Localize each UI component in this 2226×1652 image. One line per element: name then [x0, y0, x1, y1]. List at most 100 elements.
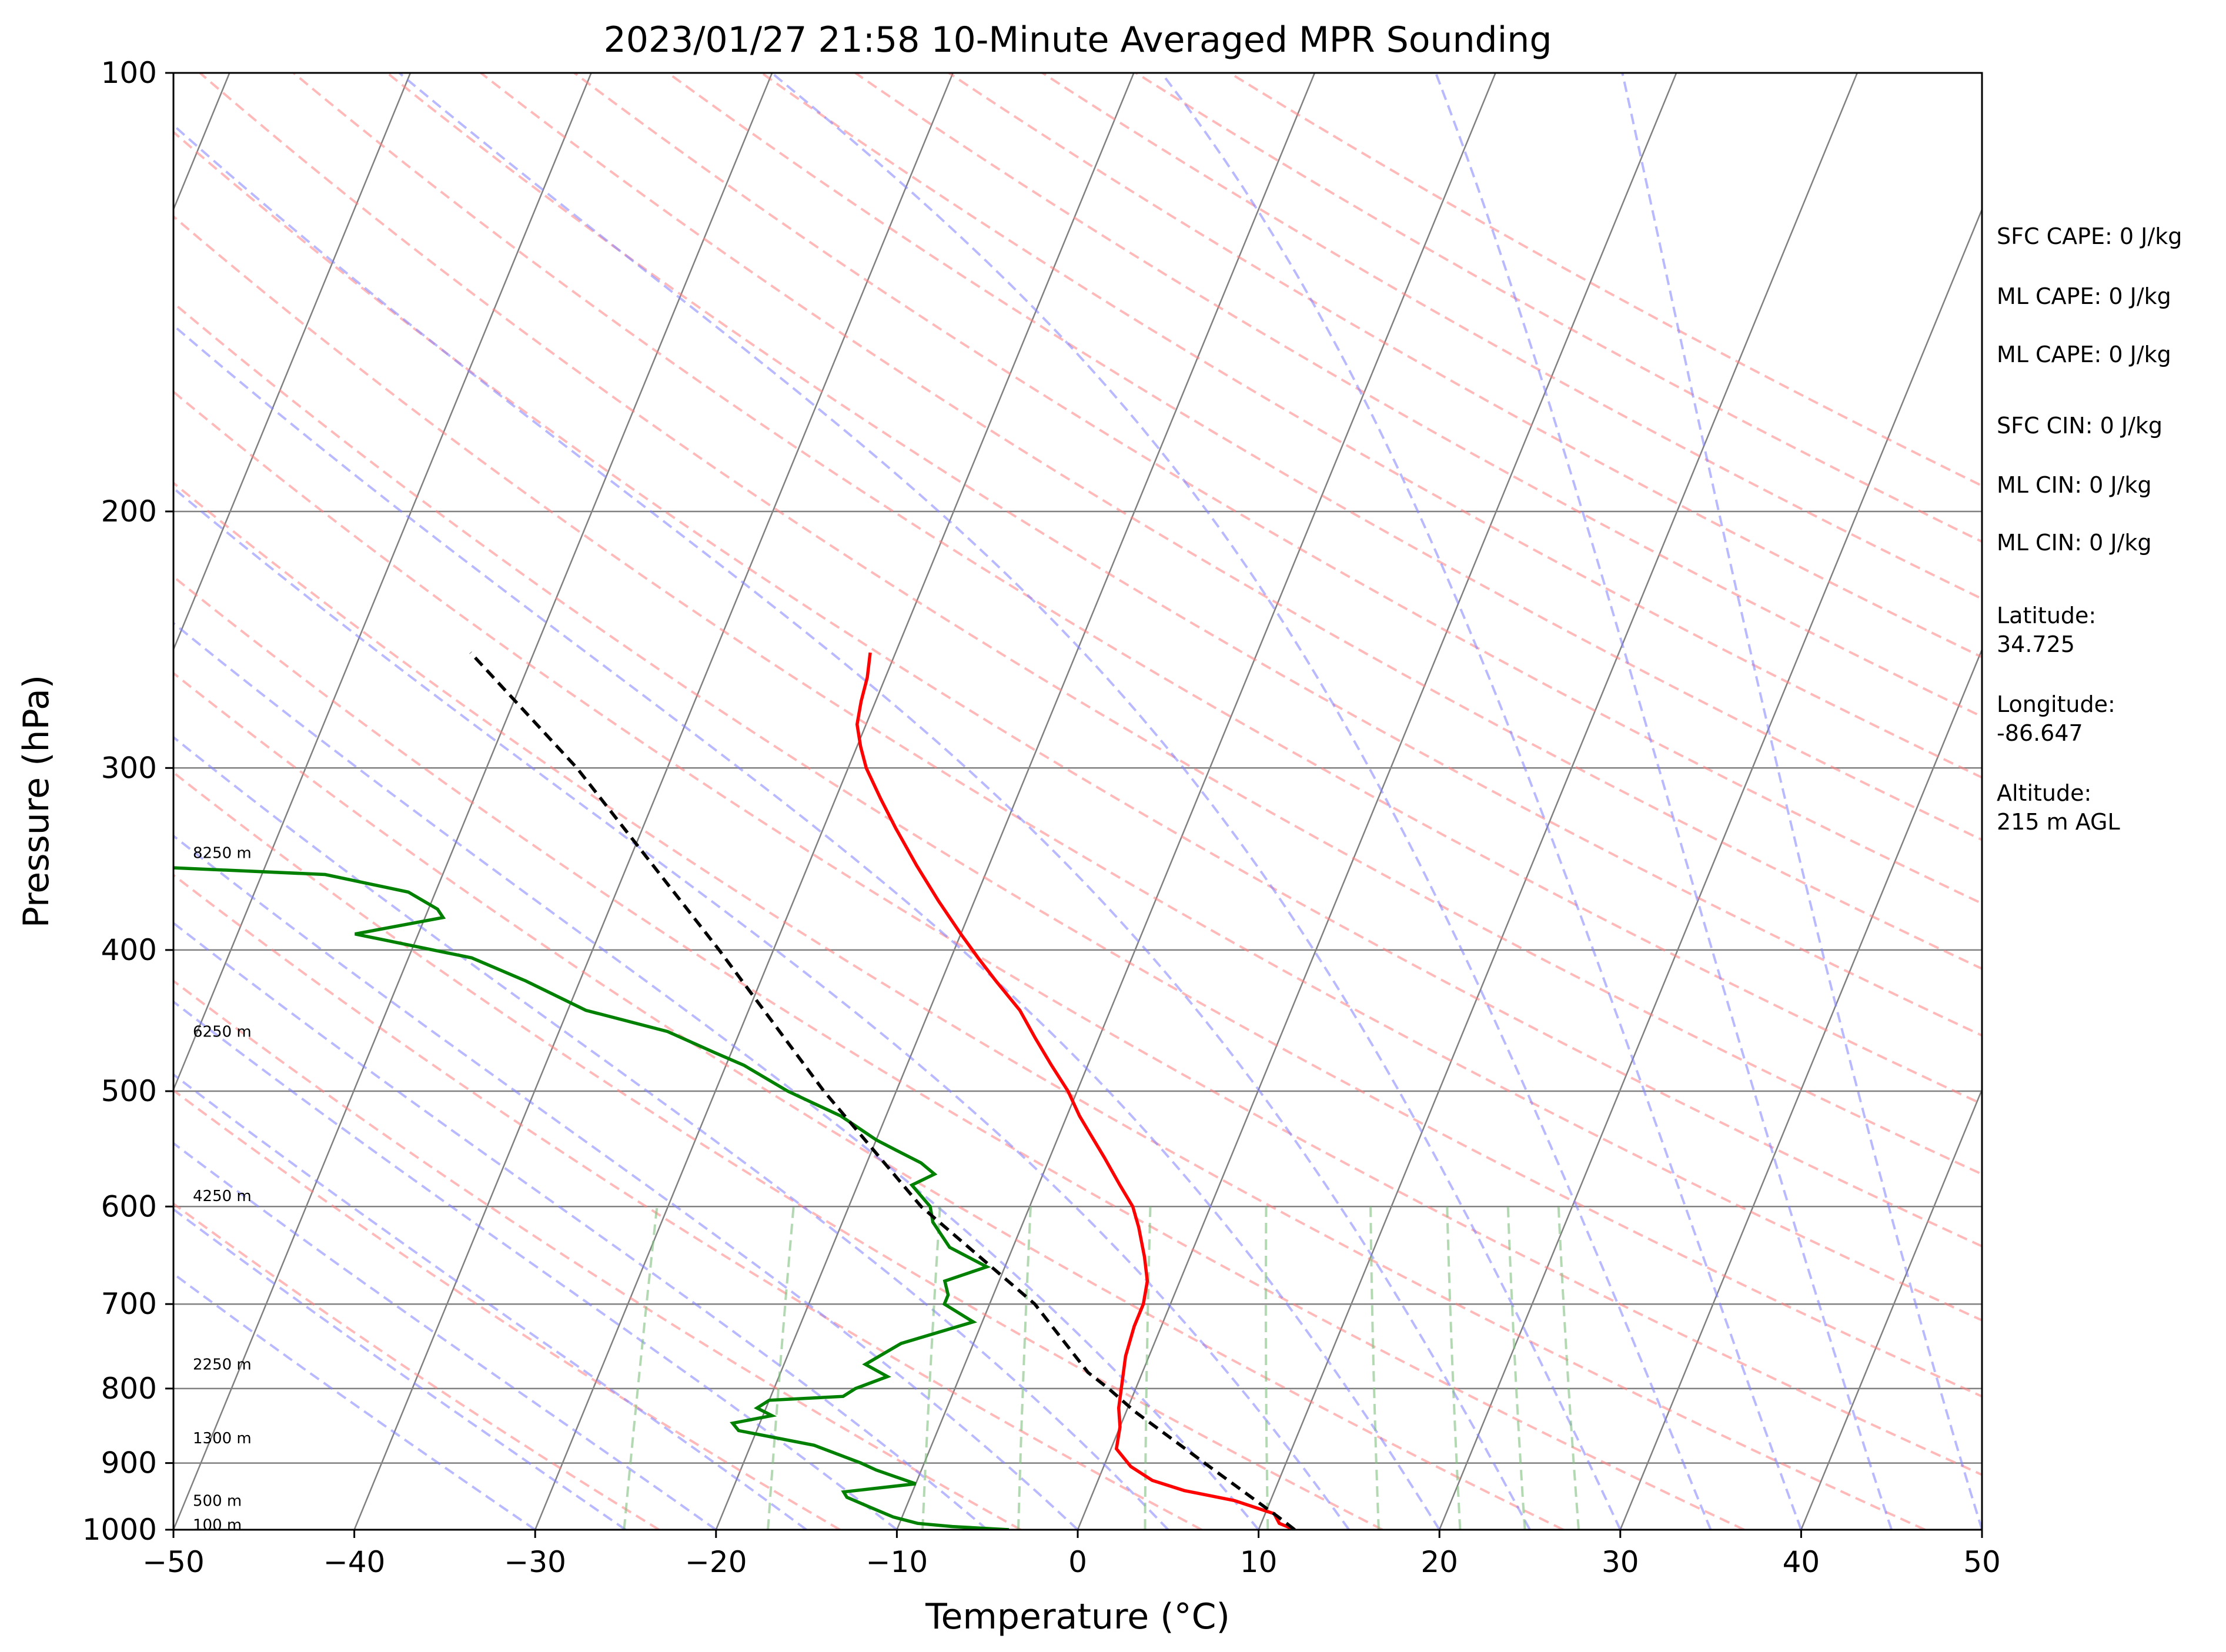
- mixing-ratio-line: [1369, 1206, 1380, 1530]
- mixing-ratio-line: [767, 1206, 795, 1530]
- data-lines: [173, 651, 1296, 1530]
- x-tick-label: −50: [142, 1545, 205, 1579]
- moist-adiabat-line: [173, 834, 1079, 1530]
- y-tick-label: 100: [101, 56, 157, 90]
- mixing-ratio-line: [1557, 1206, 1580, 1530]
- moist-adiabat-line: [173, 486, 1351, 1530]
- sfc-cin-text: SFC CIN: 0 J/kg: [1997, 413, 2163, 439]
- dry-adiabat-line: [173, 390, 1982, 1476]
- moist-adiabat-line: [173, 1000, 898, 1530]
- latitude-value: 34.725: [1997, 631, 2075, 657]
- altitude-value: 215 m AGL: [1997, 809, 2120, 835]
- mixing-ratio-line: [1017, 1206, 1032, 1530]
- moist-adiabat-line: [173, 123, 1531, 1530]
- isotherm-line: [1439, 207, 1982, 1530]
- moist-adiabat-line: [173, 921, 988, 1530]
- isotherm-line: [173, 73, 412, 652]
- y-tick-label: 1000: [82, 1513, 157, 1547]
- y-tick-label: 800: [101, 1372, 157, 1406]
- x-tick-label: −10: [866, 1545, 928, 1579]
- dry-adiabat-line: [1229, 73, 1982, 487]
- moist-adiabat-line: [1621, 73, 1982, 1530]
- x-tick-label: 20: [1421, 1545, 1458, 1579]
- height-label: 4250 m: [193, 1188, 252, 1205]
- dry-adiabat-line: [573, 73, 1982, 905]
- y-tick-label: 300: [101, 751, 157, 785]
- height-label: 1300 m: [193, 1430, 252, 1447]
- mixing-ratio-line: [623, 1206, 659, 1530]
- moist-adiabat-line: [1160, 73, 1803, 1530]
- isotherm-line: [1258, 73, 1858, 1530]
- isotherm-line: [173, 73, 592, 1092]
- moist-adiabat-line: [173, 621, 1260, 1530]
- dry-adiabat-line: [480, 73, 1982, 970]
- dry-adiabat-line: [386, 73, 1982, 1037]
- dry-adiabat-line: [173, 301, 1982, 1398]
- x-tick-label: −40: [323, 1545, 386, 1579]
- dry-adiabat-line: [1135, 73, 1982, 543]
- y-tick-label: 500: [101, 1074, 157, 1108]
- background-lines: [173, 73, 1982, 1530]
- x-tick-label: −30: [504, 1545, 566, 1579]
- dry-adiabat-line: [761, 73, 1982, 779]
- height-label: 6250 m: [193, 1024, 252, 1041]
- x-tick-label: 40: [1783, 1545, 1820, 1579]
- dry-adiabat-line: [948, 73, 1982, 658]
- longitude-value: -86.647: [1997, 720, 2083, 746]
- moist-adiabat-line: [173, 1142, 717, 1530]
- y-tick-label: 600: [101, 1189, 157, 1223]
- mixing-ratio-line: [921, 1206, 941, 1530]
- ml-cin-text: ML CIN: 0 J/kg: [1997, 472, 2151, 498]
- parcel-path-line: [469, 651, 1296, 1530]
- chart-title: 2023/01/27 21:58 10-Minute Averaged MPR …: [604, 19, 1552, 61]
- dry-adiabat-line: [173, 215, 1982, 1322]
- isotherm-line: [534, 73, 1135, 1530]
- y-tick-label: 200: [101, 494, 157, 529]
- x-tick-label: 50: [1963, 1545, 2001, 1579]
- height-label: 100 m: [193, 1516, 242, 1534]
- sfc-cape-text: SFC CAPE: 0 J/kg: [1997, 223, 2182, 249]
- isotherm-line: [1619, 647, 1982, 1530]
- dewpoint-profile-line: [173, 866, 1010, 1530]
- isotherm-line: [715, 73, 1316, 1530]
- temperature-profile-line: [855, 652, 1296, 1530]
- y-tick-label: 900: [101, 1446, 157, 1480]
- moist-adiabat-line: [173, 323, 1440, 1530]
- moist-adiabat-line: [1435, 73, 1893, 1530]
- moist-adiabat-line: [173, 1073, 807, 1530]
- height-label: 2250 m: [193, 1356, 252, 1374]
- x-axis-label: Temperature (°C): [925, 1596, 1230, 1637]
- mixing-ratio-line: [1446, 1206, 1462, 1530]
- x-tick-label: 10: [1240, 1545, 1278, 1579]
- y-tick-label: 400: [101, 933, 157, 967]
- isotherm-line: [353, 73, 954, 1530]
- y-tick-label: 700: [101, 1287, 157, 1321]
- ml-cape-text-2: ML CAPE: 0 J/kg: [1997, 342, 2171, 367]
- altitude-label: Altitude:: [1997, 780, 2091, 806]
- dry-adiabat-line: [293, 73, 1982, 1106]
- mixing-ratio-line: [1506, 1206, 1526, 1530]
- dry-adiabat-line: [173, 575, 1745, 1530]
- y-axis-label: Pressure (hPa): [16, 675, 57, 928]
- latitude-label: Latitude:: [1997, 603, 2096, 628]
- height-labels: 100 m 500 m 1300 m 2250 m 4250 m 6250 m 8250 m: [193, 844, 252, 1534]
- moist-adiabat-line: [173, 735, 1169, 1530]
- mixing-ratio-line: [1264, 1206, 1269, 1530]
- ml-cape-text: ML CAPE: 0 J/kg: [1997, 283, 2171, 309]
- dry-adiabat-line: [173, 671, 1564, 1530]
- ml-cin-text-2: ML CIN: 0 J/kg: [1997, 530, 2151, 556]
- x-tick-label: 30: [1602, 1545, 1639, 1579]
- dry-adiabat-line: [854, 73, 1982, 718]
- isotherm-line: [173, 73, 773, 1530]
- info-panel: SFC CAPE: 0 J/kg ML CAPE: 0 J/kg ML CAPE…: [1997, 223, 2182, 835]
- x-tick-label: −20: [685, 1545, 747, 1579]
- isotherm-line: [896, 73, 1496, 1530]
- isotherm-line: [1800, 1088, 1982, 1530]
- height-label: 8250 m: [193, 844, 252, 862]
- height-label: 500 m: [193, 1492, 242, 1510]
- longitude-label: Longitude:: [1997, 691, 2115, 717]
- isotherm-line: [1077, 73, 1677, 1530]
- axis-ticks: −50 −40 −30 −20 −10 0 10 20 30 40 50 100 200 300 400 50…: [82, 56, 2001, 1579]
- x-tick-label: 0: [1068, 1545, 1087, 1579]
